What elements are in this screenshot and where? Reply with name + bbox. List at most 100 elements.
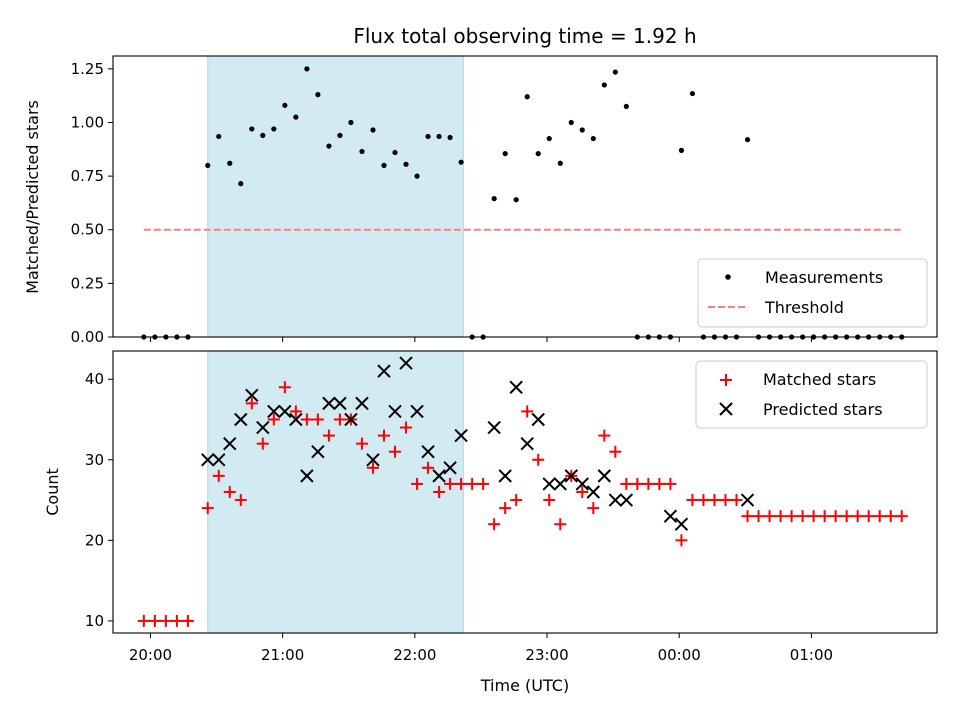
predicted-star-point	[311, 445, 325, 459]
measurement-point	[612, 69, 618, 75]
predicted-star-point	[421, 445, 435, 459]
matched-star-point	[686, 494, 699, 507]
top-y-tick-label: 1.00	[71, 113, 104, 131]
matched-star-point	[223, 486, 236, 498]
matched-star-point	[818, 510, 831, 523]
matched-star-point	[785, 510, 798, 523]
top-y-tick-label: 0.50	[71, 221, 104, 239]
measurement-point	[326, 143, 332, 149]
matched-star-point	[333, 413, 346, 426]
matched-star-point	[278, 381, 291, 394]
predicted-star-point	[520, 436, 534, 451]
measurement-point	[249, 126, 255, 132]
top-x-axis	[149, 337, 812, 342]
measurement-point	[315, 92, 321, 98]
measurement-point	[568, 119, 574, 126]
measurement-point	[601, 82, 607, 88]
predicted-star-point	[256, 420, 270, 435]
measurement-point	[579, 127, 585, 133]
predicted-star-point	[619, 493, 634, 507]
matched-star-point	[730, 494, 743, 507]
matched-star-point	[148, 614, 161, 627]
measurement-point	[381, 162, 387, 168]
predicted-star-point	[432, 469, 446, 483]
matched-star-point	[862, 510, 875, 523]
matched-star-point	[763, 510, 776, 523]
matched-star-point	[355, 437, 368, 450]
matched-star-point	[159, 614, 172, 627]
measurement-point	[304, 66, 310, 72]
measurement-point	[502, 150, 508, 157]
matched-star-point	[366, 461, 379, 474]
measurement-point	[370, 127, 376, 133]
matched-star-point	[311, 413, 324, 426]
bottom-observing-window	[207, 350, 464, 634]
matched-star-point	[510, 494, 523, 507]
measurement-point	[491, 196, 497, 202]
bottom-x-axis-label: Time (UTC)	[480, 676, 569, 695]
matched-star-point	[796, 510, 809, 523]
matched-star-point	[234, 494, 247, 507]
predicted-star-point	[399, 356, 413, 370]
predicted-star-point	[212, 453, 226, 467]
matched-star-point	[840, 510, 853, 523]
bottom-x-axis: 20:00 21:00 22:00 23:00 00:00 01:00	[129, 633, 833, 664]
bottom-x-tick-label: 20:00	[129, 646, 172, 664]
measurement-point	[348, 119, 354, 126]
matched-star-point	[895, 510, 908, 523]
predicted-star-point	[201, 453, 215, 467]
top-legend: Measurements Threshold	[697, 258, 928, 328]
top-shaded-region	[207, 55, 464, 338]
measurement-point	[260, 132, 266, 138]
measurement-point	[447, 134, 453, 141]
matched-star-point	[829, 510, 842, 523]
measurement-point	[458, 159, 464, 165]
predicted-star-point	[663, 509, 678, 523]
predicted-star-point	[377, 364, 391, 378]
bottom-x-tick-label: 01:00	[790, 646, 833, 664]
predicted-star-point	[674, 517, 689, 531]
measurement-point	[557, 160, 563, 166]
predicted-star-point	[498, 469, 512, 483]
predicted-star-point	[487, 420, 501, 435]
matched-star-point	[466, 477, 479, 490]
top-panel: Flux total observing time = 1.92 h 0.000…	[23, 24, 938, 346]
matched-star-point	[598, 429, 611, 442]
matched-star-point	[256, 437, 269, 450]
predicted-star-point	[597, 469, 612, 483]
predicted-star-point	[509, 380, 523, 394]
measurement-point	[293, 114, 299, 120]
predicted-star-point	[575, 477, 589, 491]
measurement-point	[392, 149, 398, 156]
measurement-point	[513, 197, 519, 203]
top-y-axis-label: Matched/Predicted stars	[23, 100, 42, 294]
bottom-y-axis-label: Count	[43, 468, 62, 516]
matched-star-point	[377, 429, 390, 442]
measurement-point	[590, 135, 596, 142]
predicted-star-point	[542, 477, 556, 491]
bottom-legend-frame	[695, 360, 928, 429]
predicted-star-point	[586, 485, 601, 499]
legend-matched-marker	[720, 374, 732, 386]
bottom-y-tick-label: 10	[85, 612, 104, 630]
predicted-star-point	[366, 453, 380, 467]
legend-measurements-label: Measurements	[765, 268, 883, 287]
predicted-star-point	[454, 428, 468, 443]
top-axes-frame	[112, 55, 938, 338]
bottom-shaded-region	[207, 350, 464, 634]
matched-star-point	[212, 469, 225, 482]
predicted-star-point	[564, 469, 578, 483]
matched-star-point	[576, 486, 589, 498]
measurement-point	[546, 135, 552, 142]
matched-star-point	[807, 510, 820, 523]
matched-star-point	[620, 477, 633, 490]
measurement-point	[337, 132, 343, 138]
top-y-tick-label: 1.25	[71, 60, 104, 78]
top-observing-window	[207, 55, 464, 338]
predicted-star-point	[333, 396, 347, 411]
matched-star-point	[181, 614, 194, 627]
matched-star-point	[664, 477, 677, 490]
matched-star-point	[543, 494, 556, 507]
